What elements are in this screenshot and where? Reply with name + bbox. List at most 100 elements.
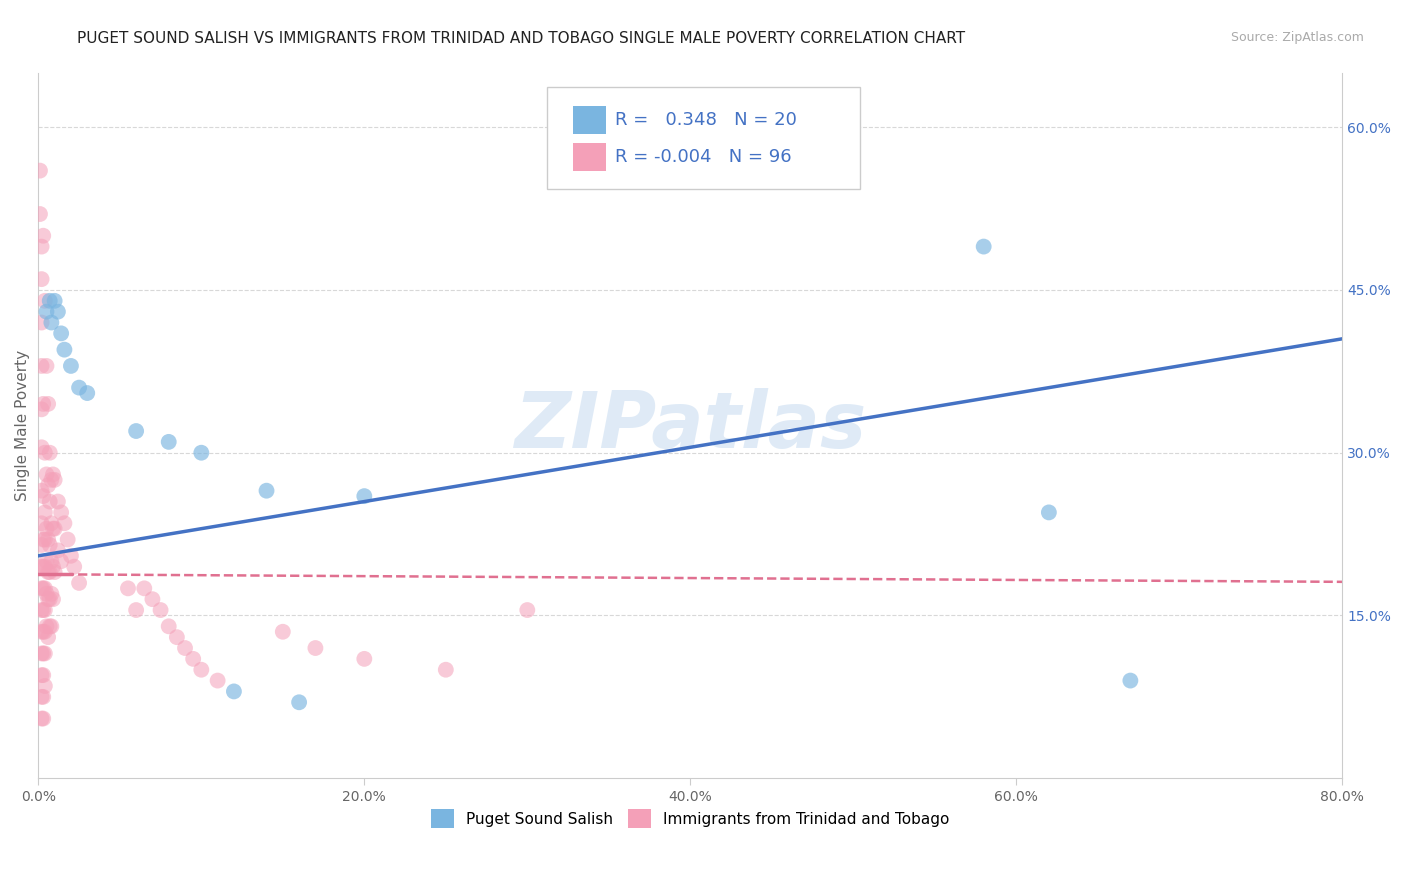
Point [38, 565, 60, 579]
Point [35, 554, 58, 568]
Point [34, 559, 56, 574]
Point [49, 326, 72, 341]
Point [53, 516, 76, 531]
Point [32, 668, 55, 682]
Point [222, 684, 245, 698]
Point [49, 505, 72, 519]
Point [35, 359, 58, 373]
Point [41, 316, 63, 330]
Point [117, 582, 139, 596]
Point [53, 343, 76, 357]
Point [166, 630, 188, 644]
Point [37, 478, 59, 492]
Point [157, 619, 180, 633]
Point [38, 446, 60, 460]
Point [35, 467, 58, 482]
Point [34, 582, 56, 596]
Point [32, 228, 55, 243]
Point [37, 592, 59, 607]
Point [76, 386, 98, 401]
Text: R =   0.348   N = 20: R = 0.348 N = 20 [614, 112, 797, 129]
Point [190, 446, 212, 460]
Point [32, 603, 55, 617]
Point [125, 603, 148, 617]
Point [125, 424, 148, 438]
Point [174, 640, 197, 655]
Point [973, 239, 995, 253]
Point [32, 582, 55, 596]
Point [46, 304, 69, 318]
Point [34, 603, 56, 617]
Point [44, 293, 66, 308]
Point [44, 473, 66, 487]
Point [34, 533, 56, 547]
Point [353, 652, 375, 666]
Point [37, 533, 59, 547]
Point [63, 559, 86, 574]
Text: Source: ZipAtlas.com: Source: ZipAtlas.com [1230, 31, 1364, 45]
Point [256, 483, 278, 498]
Point [35, 587, 58, 601]
Point [181, 652, 204, 666]
Point [34, 293, 56, 308]
Point [34, 446, 56, 460]
Point [38, 592, 60, 607]
Point [190, 663, 212, 677]
Point [49, 554, 72, 568]
Point [31, 712, 53, 726]
Point [41, 619, 63, 633]
Point [31, 402, 53, 417]
Point [31, 440, 53, 454]
Point [42, 559, 65, 574]
Point [32, 624, 55, 639]
Point [32, 489, 55, 503]
Point [31, 582, 53, 596]
Point [434, 663, 457, 677]
Point [31, 359, 53, 373]
Bar [572, 106, 606, 135]
Point [41, 473, 63, 487]
Text: R = -0.004   N = 96: R = -0.004 N = 96 [614, 148, 792, 166]
FancyBboxPatch shape [547, 87, 860, 189]
Point [31, 538, 53, 552]
Point [32, 647, 55, 661]
Point [31, 690, 53, 704]
Point [38, 538, 60, 552]
Point [42, 467, 65, 482]
Point [1038, 505, 1060, 519]
Point [31, 483, 53, 498]
Point [38, 293, 60, 308]
Point [34, 505, 56, 519]
Point [37, 397, 59, 411]
Point [31, 624, 53, 639]
Point [42, 522, 65, 536]
Point [34, 624, 56, 639]
Point [31, 316, 53, 330]
Point [35, 304, 58, 318]
Point [34, 647, 56, 661]
Point [271, 624, 294, 639]
Point [31, 516, 53, 531]
Point [32, 559, 55, 574]
Point [31, 272, 53, 286]
Text: ZIPatlas: ZIPatlas [515, 388, 866, 464]
Legend: Puget Sound Salish, Immigrants from Trinidad and Tobago: Puget Sound Salish, Immigrants from Trin… [425, 803, 956, 834]
Point [134, 582, 156, 596]
Point [28, 163, 51, 178]
Point [44, 565, 66, 579]
Point [67, 576, 90, 591]
Point [32, 397, 55, 411]
Point [288, 695, 311, 709]
Point [32, 712, 55, 726]
Point [41, 587, 63, 601]
Point [37, 630, 59, 644]
Point [207, 673, 229, 688]
Point [44, 522, 66, 536]
Point [304, 640, 326, 655]
Point [42, 592, 65, 607]
Point [28, 207, 51, 221]
Point [34, 679, 56, 693]
Point [31, 668, 53, 682]
Point [46, 543, 69, 558]
Point [35, 619, 58, 633]
